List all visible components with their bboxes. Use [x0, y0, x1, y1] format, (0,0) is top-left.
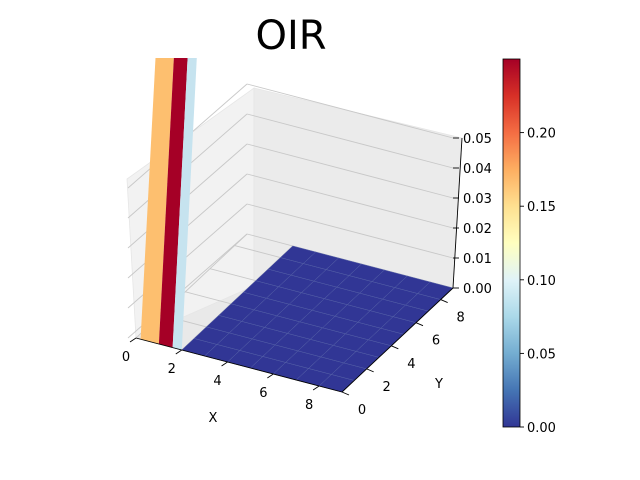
surface-strip-red	[158, 58, 188, 348]
colorbar-tick-label: 0.15	[527, 200, 556, 215]
grid-line-z	[246, 173, 454, 229]
y-tick-label: 6	[432, 334, 440, 349]
z-tick-label: 0.01	[463, 252, 492, 267]
y-tick-label: 8	[457, 311, 465, 326]
z-tick-label: 0.04	[463, 162, 492, 177]
x-tick-label: 0	[122, 350, 130, 365]
x-tick-mark	[129, 337, 137, 343]
colorbar-tick-label: 0.05	[527, 347, 556, 362]
y-axis-line	[341, 287, 454, 393]
grid-line-z	[246, 203, 454, 259]
colorbar-tick-label: 0.00	[527, 421, 556, 436]
y-tick-mark	[440, 299, 448, 303]
surface-strip-orange	[140, 58, 174, 344]
grid-line-z	[246, 143, 454, 199]
z-tick-label: 0.02	[463, 222, 492, 237]
y-tick-label: 0	[358, 403, 366, 418]
x-tick-mark	[267, 373, 274, 379]
colorbar-tick-label: 0.10	[527, 274, 556, 289]
colorbar-tick-label: 0.20	[527, 127, 556, 142]
x-tick-label: 4	[213, 374, 221, 389]
colorbar-ticks: 0.00 0.05 0.10 0.15 0.20	[520, 127, 556, 436]
z-axis-line	[452, 137, 463, 289]
y-axis-label: Y	[434, 377, 443, 392]
y-tick-label: 2	[383, 380, 391, 395]
x-tick-mark	[175, 349, 183, 355]
x-tick-label: 2	[168, 362, 176, 377]
x-axis-label: X	[209, 411, 218, 426]
y-tick-mark	[391, 345, 399, 350]
axes: 0 2 4 6 8 0 2 4 6 8 0.00 0.01 0.02 0.03 0.04 0.05	[122, 132, 492, 418]
colorbar: 0.00 0.05 0.10 0.15 0.20	[502, 58, 556, 436]
y-tick-label: 4	[407, 357, 415, 372]
z-tick-label: 0.03	[463, 192, 492, 207]
x-tick-label: 6	[259, 386, 267, 401]
x-tick-mark	[312, 385, 320, 391]
x-tick-mark	[221, 361, 228, 367]
surface-strip-lightblue	[172, 58, 197, 350]
y-tick-mark	[366, 368, 374, 373]
y-tick-mark	[415, 322, 424, 327]
z-tick-label: 0.00	[463, 282, 492, 297]
chart-title: OIR	[255, 13, 326, 59]
grid-line-z	[246, 113, 454, 169]
z-tick-label: 0.05	[463, 132, 492, 147]
x-axis-line	[135, 337, 343, 393]
colorbar-gradient	[502, 58, 521, 428]
x-tick-label: 8	[305, 398, 313, 413]
grid-line-z	[246, 83, 454, 139]
y-tick-mark	[341, 391, 350, 396]
